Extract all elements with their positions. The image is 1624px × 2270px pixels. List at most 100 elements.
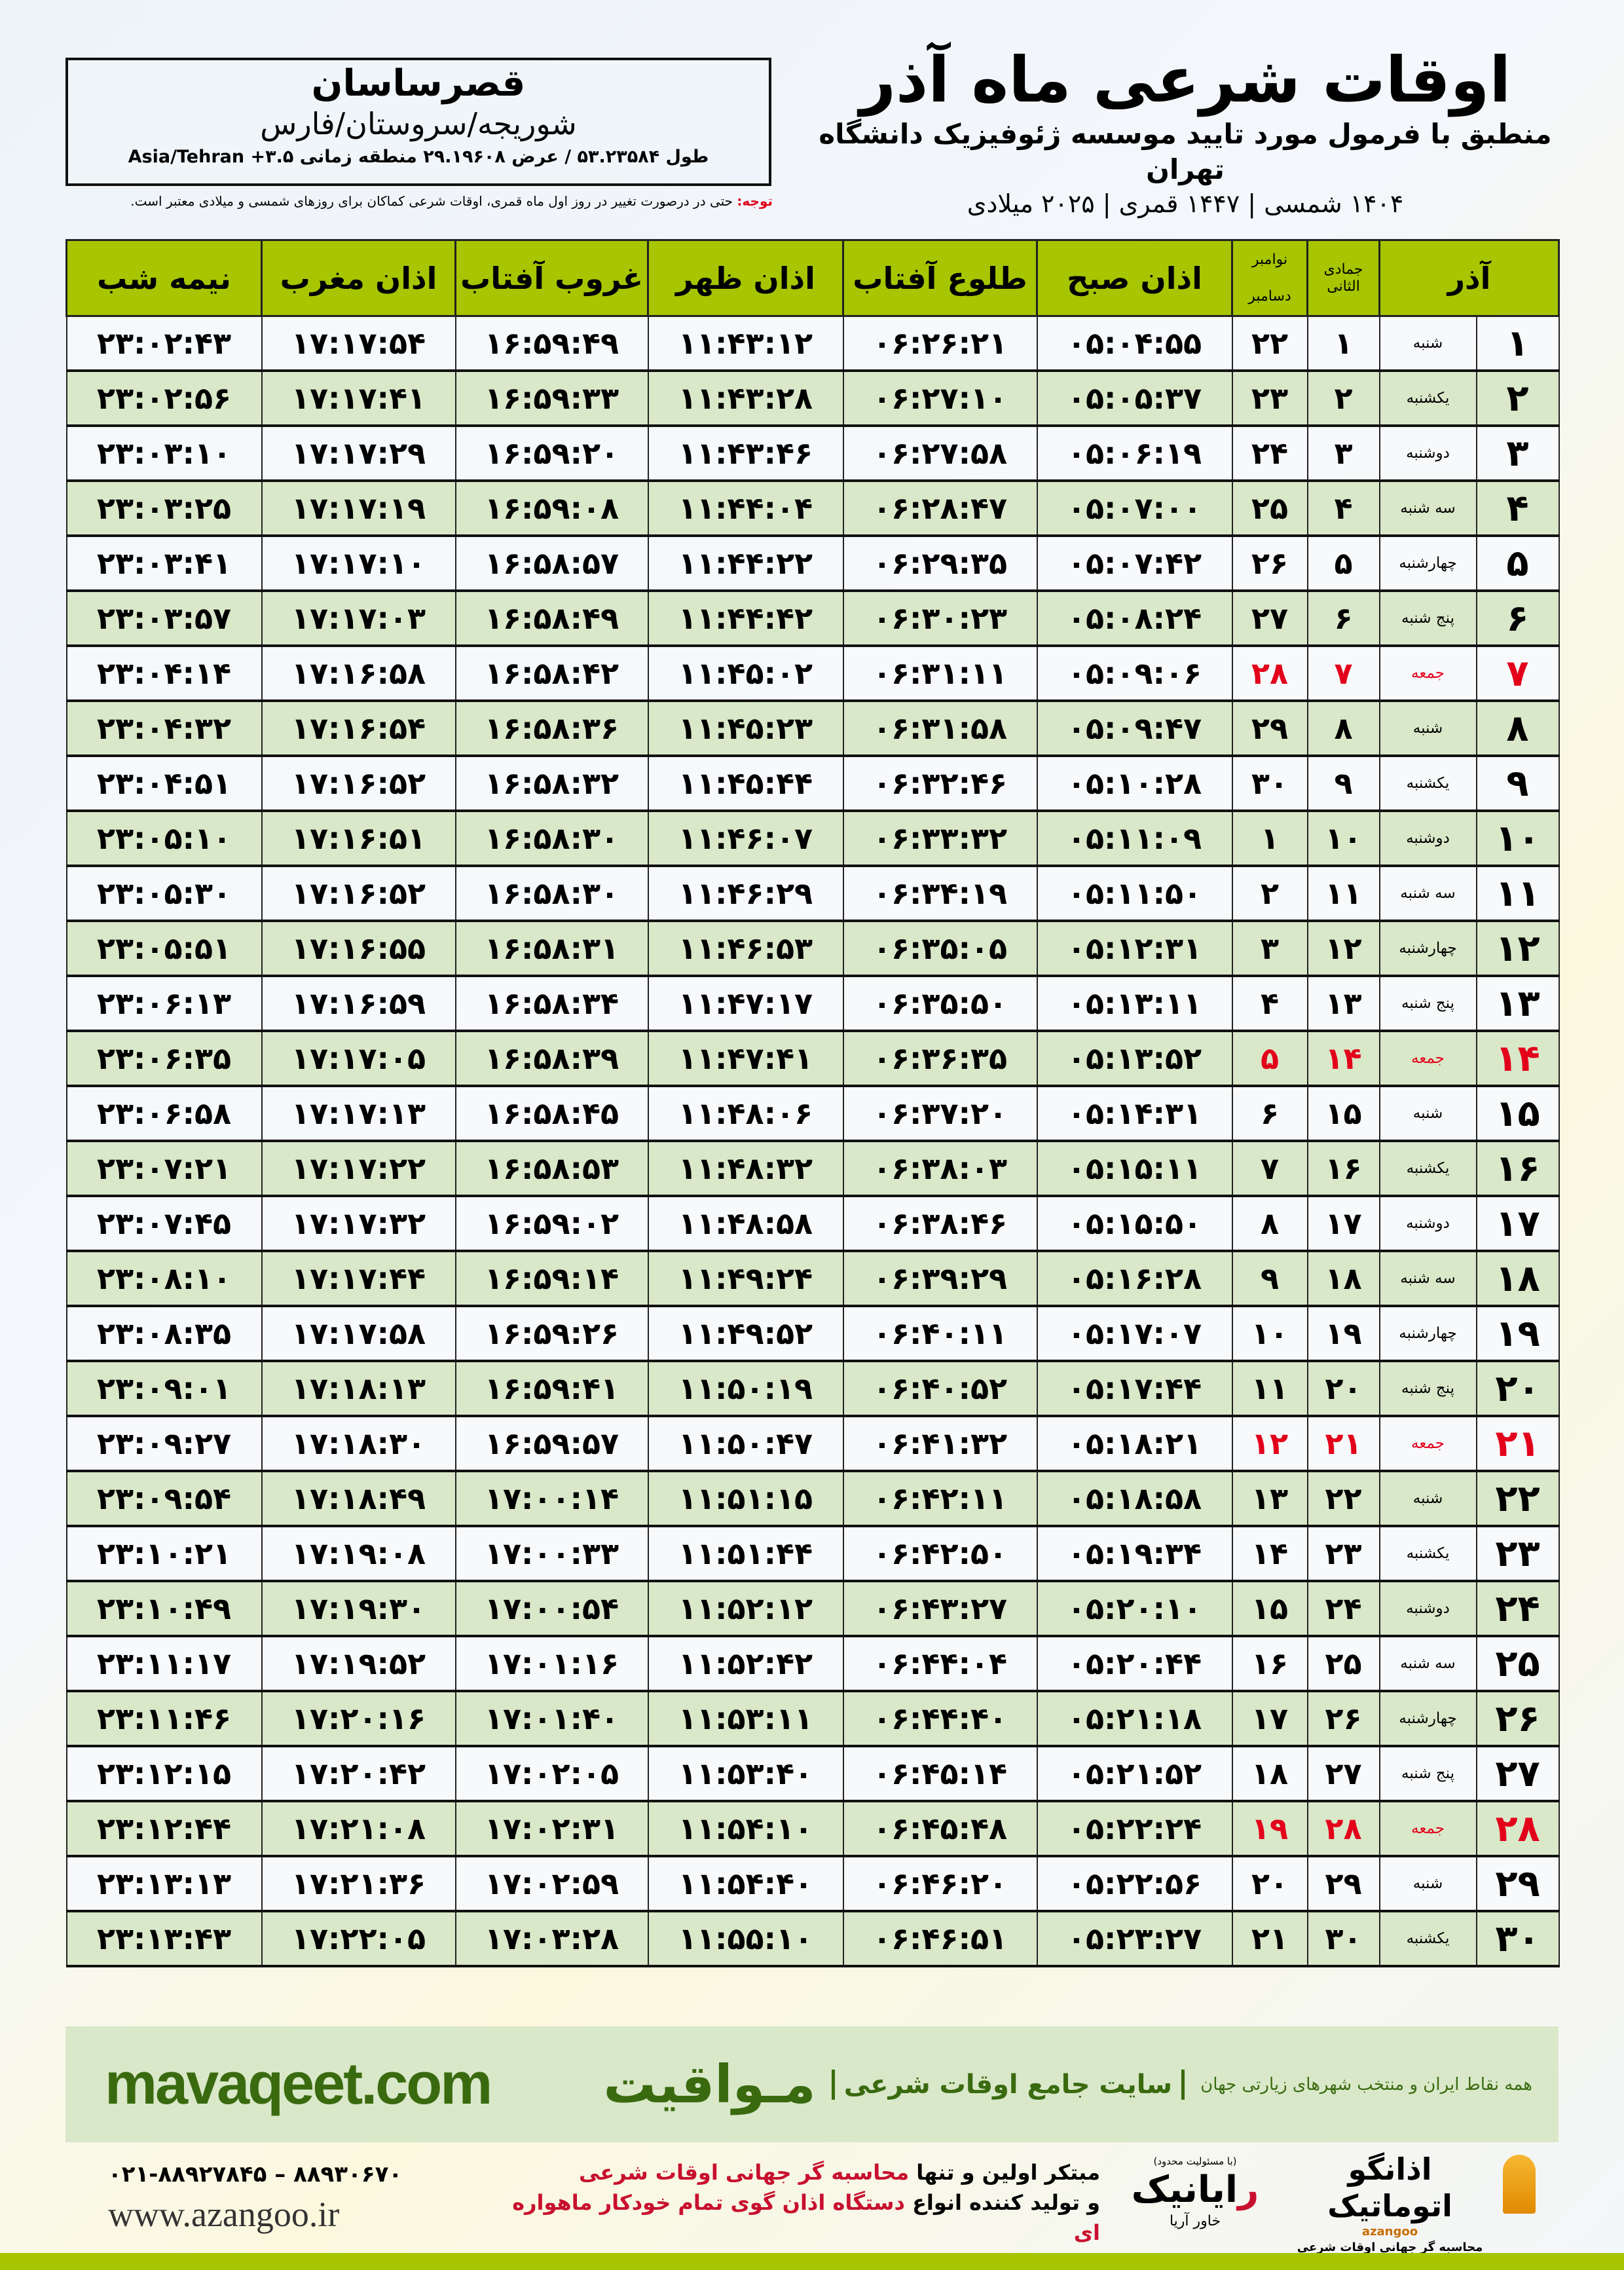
azangoo-link[interactable]: www.azangoo.ir [108,2195,340,2234]
promo-text: مبتکر اولین و تنها محاسبه گر جهانی اوقات… [485,2157,1100,2248]
fajr-time: ۰۵:۱۷:۴۴ [1036,1361,1233,1417]
hijri-day: ۱ [1306,316,1380,372]
location-region: شوریجه/سروستان/فارس [260,106,577,141]
sunset-time: ۱۷:۰۱:۴۰ [454,1691,649,1747]
sunrise-time: ۰۶:۴۵:۱۴ [842,1746,1038,1802]
fajr-time: ۰۵:۱۹:۳۴ [1036,1526,1233,1582]
phone-numbers: ۰۲۱-۸۸۹۲۷۸۴۵ – ۸۸۹۳۰۶۷۰ [108,2161,403,2187]
table-row: ۱۳ پنج شنبه ۱۳ ۴ ۰۵:۱۳:۱۱ ۰۶:۳۵:۵۰ ۱۱:۴۷:۱۷ ۱۶:… [65,976,1560,1032]
solar-day: ۱۴ [1475,1031,1560,1087]
greg-day: ۱۴ [1231,1526,1308,1582]
maghrib-time: ۱۷:۱۷:۲۲ [261,1141,456,1197]
hijri-day: ۱۵ [1306,1086,1380,1142]
midnight-time: ۲۳:۰۷:۲۱ [65,1141,263,1197]
sunrise-time: ۰۶:۴۴:۰۴ [842,1636,1038,1692]
sunrise-time: ۰۶:۴۱:۳۲ [842,1416,1038,1472]
greg-day: ۲۵ [1231,481,1308,537]
table-row: ۸ شنبه ۸ ۲۹ ۰۵:۰۹:۴۷ ۰۶:۳۱:۵۸ ۱۱:۴۵:۲۳ ۱۶:۵۸:۳۶… [65,701,1560,757]
hijri-day: ۲۸ [1306,1801,1380,1857]
hijri-day: ۲۶ [1306,1691,1380,1747]
table-row: ۲۷ پنج شنبه ۲۷ ۱۸ ۰۵:۲۱:۵۲ ۰۶:۴۵:۱۴ ۱۱:۵۳:۴۰ ۱۷… [65,1746,1560,1802]
note-label: توجه: [737,193,773,209]
sunrise-time: ۰۶:۳۲:۴۶ [842,756,1038,812]
dhuhr-time: ۱۱:۵۴:۴۰ [647,1856,844,1912]
dhuhr-time: ۱۱:۵۰:۱۹ [647,1361,844,1417]
fajr-time: ۰۵:۲۲:۲۴ [1036,1801,1233,1857]
maghrib-time: ۱۷:۱۷:۵۸ [261,1306,456,1362]
dhuhr-time: ۱۱:۴۳:۲۸ [647,371,844,427]
hijri-day: ۲۹ [1306,1856,1380,1912]
sunset-time: ۱۷:۰۰:۳۳ [454,1526,649,1582]
greg-day: ۱۱ [1231,1361,1308,1417]
greg-day: ۴ [1231,976,1308,1032]
header-gregorian-month: نوامبر دسامبر [1231,239,1308,317]
weekday: یکشنبه [1378,1526,1477,1582]
sunrise-time: ۰۶:۴۵:۴۸ [842,1801,1038,1857]
greg-day: ۱۵ [1231,1581,1308,1637]
header-block: اوقات شرعی ماه آذر منطبق با فرمول مورد ت… [786,43,1585,220]
dhuhr-time: ۱۱:۴۳:۴۶ [647,426,844,482]
table-row: ۱۵ شنبه ۱۵ ۶ ۰۵:۱۴:۳۱ ۰۶:۳۷:۲۰ ۱۱:۴۸:۰۶ ۱۶:۵۸:۴… [65,1086,1560,1142]
weekday: شنبه [1378,1086,1477,1142]
sunrise-time: ۰۶:۴۰:۱۱ [842,1306,1038,1362]
greg-day: ۱۳ [1231,1471,1308,1527]
table-row: ۶ پنج شنبه ۶ ۲۷ ۰۵:۰۸:۲۴ ۰۶:۳۰:۲۳ ۱۱:۴۴:۴۲ ۱۶:۵… [65,591,1560,647]
sunrise-time: ۰۶:۲۷:۵۸ [842,426,1038,482]
midnight-time: ۲۳:۱۱:۴۶ [65,1691,263,1747]
dhuhr-time: ۱۱:۴۸:۳۲ [647,1141,844,1197]
raianik-rest: ایانیک [1131,2168,1238,2211]
maghrib-time: ۱۷:۱۹:۳۰ [261,1581,456,1637]
weekday: جمعه [1378,1801,1477,1857]
greg-day: ۱۸ [1231,1746,1308,1802]
sunrise-time: ۰۶:۳۱:۱۱ [842,646,1038,702]
hijri-day: ۲۰ [1306,1361,1380,1417]
dome-icon [1503,2155,1536,2214]
sunset-time: ۱۶:۵۹:۱۴ [454,1251,649,1307]
sunset-time: ۱۷:۰۲:۰۵ [454,1746,649,1802]
promo-line1-a: مبتکر اولین و تنها [909,2160,1100,2185]
greg-day: ۱۰ [1231,1306,1308,1362]
greg-day: ۱۹ [1231,1801,1308,1857]
table-row: ۱۹ چهارشنبه ۱۹ ۱۰ ۰۵:۱۷:۰۷ ۰۶:۴۰:۱۱ ۱۱:۴۹:۵۲ ۱۶… [65,1306,1560,1362]
solar-day: ۲۶ [1475,1691,1560,1747]
table-row: ۱۸ سه شنبه ۱۸ ۹ ۰۵:۱۶:۲۸ ۰۶:۳۹:۲۹ ۱۱:۴۹:۲۴ ۱۶:۵… [65,1251,1560,1307]
hijri-day: ۲۷ [1306,1746,1380,1802]
midnight-time: ۲۳:۰۹:۵۴ [65,1471,263,1527]
mavaqeet-logo: مـواقیت [603,2054,816,2115]
midnight-time: ۲۳:۰۸:۳۵ [65,1306,263,1362]
mavaqeet-link[interactable]: mavaqeet.com [105,2051,492,2117]
sunrise-time: ۰۶:۲۸:۴۷ [842,481,1038,537]
fajr-time: ۰۵:۱۱:۵۰ [1036,866,1233,922]
location-coordinates: طول ۵۳.۲۳۵۸۴ / عرض ۲۹.۱۹۶۰۸ منطقه زمانی … [128,147,709,167]
header-fajr: اذان صبح [1036,239,1233,317]
maghrib-time: ۱۷:۱۷:۵۴ [261,316,456,372]
hijri-day: ۲۱ [1306,1416,1380,1472]
sunset-time: ۱۶:۵۸:۳۲ [454,756,649,812]
maghrib-time: ۱۷:۱۷:۳۲ [261,1196,456,1252]
table-row: ۲۵ سه شنبه ۲۵ ۱۶ ۰۵:۲۰:۴۴ ۰۶:۴۴:۰۴ ۱۱:۵۲:۴۲ ۱۷:… [65,1636,1560,1692]
maghrib-time: ۱۷:۱۷:۲۹ [261,426,456,482]
table-row: ۱۶ یکشنبه ۱۶ ۷ ۰۵:۱۵:۱۱ ۰۶:۳۸:۰۳ ۱۱:۴۸:۳۲ ۱۶:۵۸… [65,1141,1560,1197]
sunset-time: ۱۶:۵۸:۴۲ [454,646,649,702]
fajr-time: ۰۵:۱۷:۰۷ [1036,1306,1233,1362]
table-row: ۴ سه شنبه ۴ ۲۵ ۰۵:۰۷:۰۰ ۰۶:۲۸:۴۷ ۱۱:۴۴:۰۴ ۱۶:۵۹… [65,481,1560,537]
sunrise-time: ۰۶:۴۲:۱۱ [842,1471,1038,1527]
midnight-time: ۲۳:۱۳:۴۳ [65,1911,263,1967]
greg-day: ۲۹ [1231,701,1308,757]
solar-day: ۷ [1475,646,1560,702]
fajr-time: ۰۵:۱۶:۲۸ [1036,1251,1233,1307]
location-box: قصرساسان شوریجه/سروستان/فارس طول ۵۳.۲۳۵۸… [65,58,771,186]
table-row: ۲۶ چهارشنبه ۲۶ ۱۷ ۰۵:۲۱:۱۸ ۰۶:۴۴:۴۰ ۱۱:۵۳:۱۱ ۱۷… [65,1691,1560,1747]
maghrib-time: ۱۷:۱۷:۴۱ [261,371,456,427]
sunset-time: ۱۶:۵۹:۰۲ [454,1196,649,1252]
maghrib-time: ۱۷:۱۷:۰۳ [261,591,456,647]
sunrise-time: ۰۶:۳۱:۵۸ [842,701,1038,757]
dhuhr-time: ۱۱:۴۴:۲۲ [647,536,844,592]
promo-line1-b: محاسبه گر جهانی اوقات شرعی [579,2160,910,2185]
maghrib-time: ۱۷:۱۸:۴۹ [261,1471,456,1527]
midnight-time: ۲۳:۰۷:۴۵ [65,1196,263,1252]
sunset-time: ۱۶:۵۹:۴۱ [454,1361,649,1417]
raianik-r: ر [1238,2168,1259,2211]
note-text: حتی در درصورت تغییر در روز اول ماه قمری،… [130,193,737,209]
sunset-time: ۱۷:۰۳:۲۸ [454,1911,649,1967]
